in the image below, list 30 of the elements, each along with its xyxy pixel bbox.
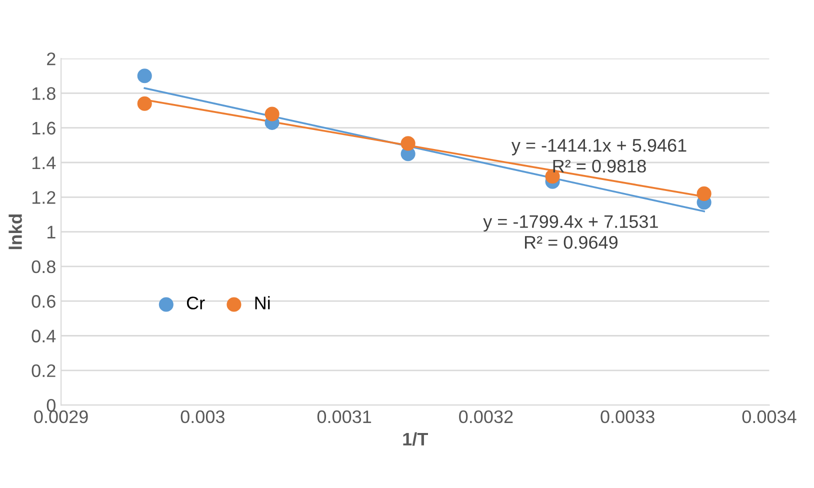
x-tick-label: 0.0029 — [34, 410, 88, 424]
y-tick-label: 1 — [48, 226, 56, 238]
annotation: R² = 0.9649 — [524, 236, 618, 249]
y-tick-label: 0.4 — [32, 330, 56, 342]
y-tick-label: 0.6 — [32, 295, 56, 308]
y-tick-label: 1.2 — [32, 191, 56, 204]
y-tick-label: 1.6 — [32, 122, 56, 135]
y-tick-label: 0.8 — [32, 260, 56, 274]
point — [400, 136, 416, 151]
y-tick-label: 0.2 — [32, 364, 56, 378]
annotation: y = -1414.1x + 5.9461 — [511, 138, 686, 156]
x-tick-label: 0.0031 — [317, 410, 372, 424]
legend-label: Cr — [186, 296, 205, 310]
y-tick-label: 0 — [46, 398, 56, 412]
annotation: y = -1799.4x + 7.1531 — [483, 215, 658, 232]
annotation: R² = 0.9818 — [553, 160, 646, 173]
y-tick-label: 1.8 — [32, 87, 56, 100]
y-tick-label: 2 — [47, 52, 56, 66]
point — [264, 106, 280, 122]
point — [137, 68, 152, 84]
x-tick-label: 0.0032 — [459, 410, 513, 424]
x-tick-label: 0.003 — [180, 410, 224, 424]
x-axis-title: 1/T — [403, 432, 428, 446]
y-tick-label: 1.4 — [32, 156, 56, 170]
x-tick-label: 0.0034 — [742, 410, 796, 424]
x-tick-label: 0.0033 — [600, 410, 654, 424]
point — [137, 96, 152, 111]
point — [696, 186, 712, 201]
y-axis-title: lnkd — [8, 214, 22, 250]
legend-label: Ni — [255, 296, 270, 310]
